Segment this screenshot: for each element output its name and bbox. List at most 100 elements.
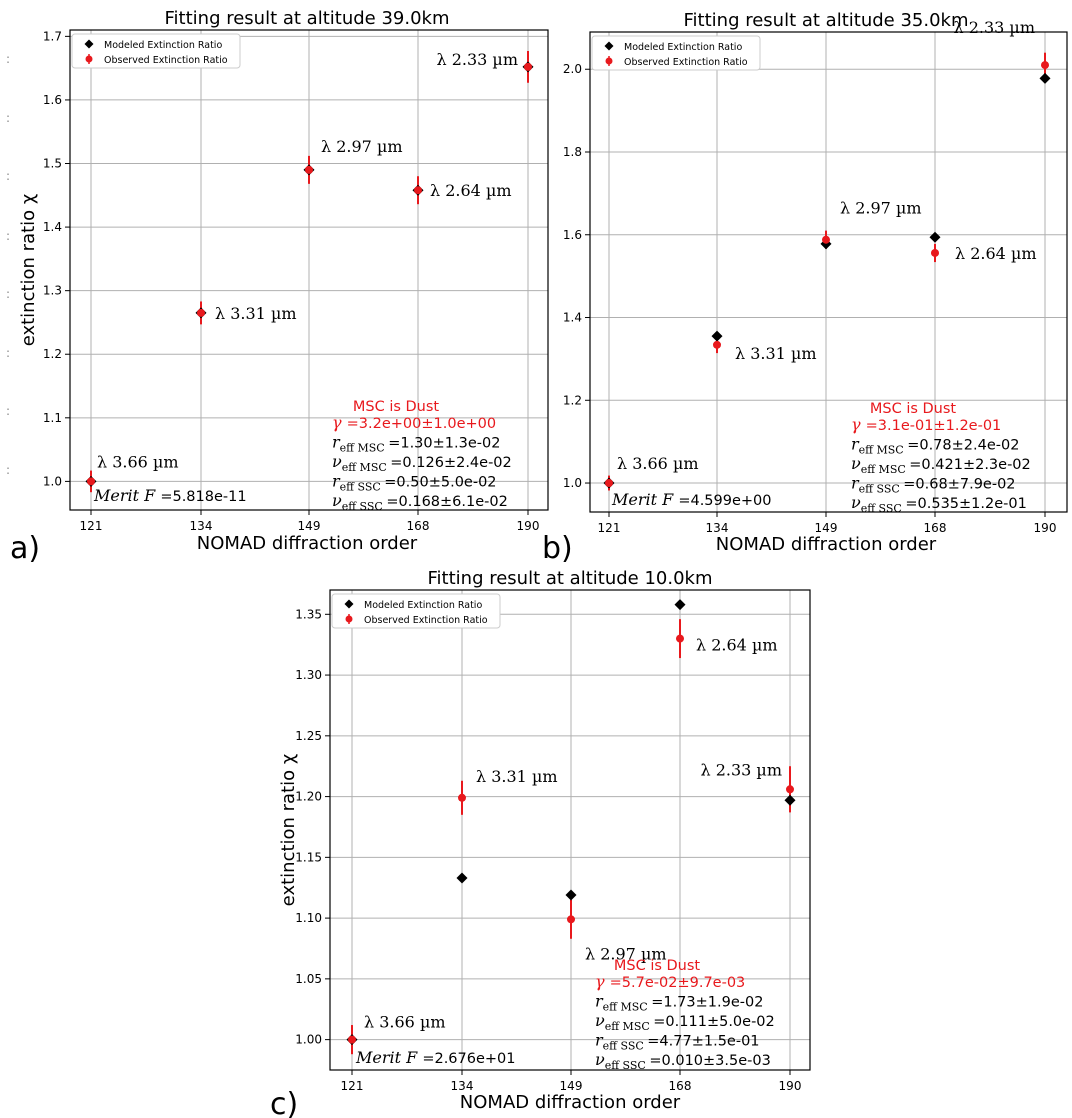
wavelength-label: λ 3.66 µm [364, 1013, 446, 1032]
modeled-point [456, 872, 468, 884]
merit-value: =5.818e-11 [160, 489, 246, 505]
x-tick-label: 134 [190, 519, 213, 533]
param-value: =0.111±5.0e-02 [653, 1014, 774, 1030]
gamma-param: γ =3.2e+00±1.0e+00 [332, 413, 496, 432]
nu-eff-ssc-param: νeff SSC =0.535±1.2e-01 [851, 493, 1027, 515]
chart-panel-1: 121 134 149 168 190 1.0 1.1 1.2 1.3 1.4 1.5 1.6 1.7 F… [10, 8, 549, 566]
y-tick-label: 1.6 [43, 93, 62, 107]
legend-observed-marker [345, 615, 353, 623]
chart-title: Fitting result at altitude 10.0km [428, 568, 713, 589]
param-symbol: r [332, 472, 341, 491]
y-tick-label: 1.30 [295, 668, 322, 682]
gamma-param: γ =3.1e-01±1.2e-01 [851, 415, 1001, 434]
observed-point [305, 165, 313, 174]
chart-panel-3: 121 134 149 168 190 1.00 1.05 1.10 1.15 1.20 1.25 1… [270, 568, 811, 1118]
legend-observed-marker [605, 57, 613, 65]
y-tick-label: 1.2 [43, 347, 62, 361]
panel-label: c) [270, 1087, 298, 1118]
param-subscript: eff MSC [342, 461, 391, 474]
param-value: =0.010±3.5e-03 [649, 1053, 770, 1069]
x-tick-label: 121 [80, 519, 103, 533]
r-eff-ssc-param: reff SSC =0.68±7.9e-02 [851, 474, 1016, 496]
param-subscript: eff SSC [342, 500, 387, 513]
merit-value: =4.599e+00 [678, 493, 771, 509]
legend: Modeled Extinction Ratio Observed Extinct… [71, 33, 241, 69]
margin-dot: : [6, 346, 10, 360]
x-tick-label: 121 [341, 1079, 364, 1093]
y-axis-label: extinction ratio χ [18, 194, 39, 347]
y-tick-label: 1.0 [43, 474, 62, 488]
margin-dot: : [6, 229, 10, 243]
wavelength-label: λ 2.33 µm [436, 50, 518, 69]
param-symbol: r [851, 435, 860, 454]
y-tick-label: 1.4 [563, 311, 582, 325]
param-value: =4.77±1.5e-01 [647, 1034, 759, 1050]
param-value: =0.50±5.0e-02 [384, 475, 496, 491]
legend-box [591, 35, 761, 71]
param-subscript: eff MSC [605, 1020, 654, 1033]
wavelength-label: λ 2.97 µm [321, 137, 403, 156]
observed-point [786, 785, 794, 794]
legend-observed-label: Observed Extinction Ratio [364, 615, 488, 626]
legend-observed-label: Observed Extinction Ratio [104, 55, 228, 66]
wavelength-label: λ 2.64 µm [430, 181, 512, 200]
param-subscript: eff SSC [605, 1059, 650, 1072]
merit-label: Merit F [93, 486, 160, 505]
merit-label: Merit F [355, 1048, 422, 1067]
param-symbol: ν [332, 491, 342, 510]
panel-label: a) [10, 531, 40, 566]
modeled-point [674, 599, 686, 611]
modeled-point [711, 330, 723, 342]
margin-dot: : [6, 52, 10, 66]
legend-modeled-label: Modeled Extinction Ratio [364, 600, 482, 611]
param-value: =1.73±1.9e-02 [651, 995, 763, 1011]
plot-frame [589, 31, 1068, 513]
wavelength-label: λ 3.66 µm [97, 452, 179, 471]
y-tick-label: 1.2 [563, 393, 582, 407]
margin-dot: : [6, 111, 10, 125]
param-symbol: ν [332, 452, 342, 471]
param-subscript: eff MSC [603, 1001, 652, 1014]
msc-heading: MSC is Dust [870, 401, 957, 417]
y-tick-label: 1.1 [43, 411, 62, 425]
merit-annotation: Merit F =2.676e+01 [355, 1048, 516, 1067]
param-symbol: ν [851, 493, 861, 512]
param-symbol: γ [851, 415, 866, 434]
observed-point [713, 340, 721, 349]
param-value: =1.30±1.3e-02 [388, 436, 500, 452]
y-tick-label: 1.10 [295, 911, 322, 925]
param-value: =3.1e-01±1.2e-01 [866, 418, 1002, 434]
param-symbol: r [332, 433, 341, 452]
observed-point [567, 915, 575, 924]
r-eff-msc-param: reff MSC =1.73±1.9e-02 [595, 992, 763, 1014]
wavelength-label: λ 3.31 µm [735, 344, 817, 363]
param-symbol: r [851, 474, 860, 493]
x-tick-label: 190 [1034, 521, 1057, 535]
nu-eff-msc-param: νeff MSC =0.111±5.0e-02 [595, 1011, 775, 1033]
nu-eff-msc-param: νeff MSC =0.126±2.4e-02 [332, 452, 512, 474]
wavelength-label: λ 2.33 µm [700, 760, 782, 779]
y-tick-label: 1.05 [295, 972, 322, 986]
param-symbol: ν [595, 1050, 605, 1069]
nu-eff-ssc-param: νeff SSC =0.010±3.5e-03 [595, 1050, 771, 1072]
modeled-point [565, 889, 577, 901]
y-tick-label: 1.8 [563, 145, 582, 159]
r-eff-ssc-param: reff SSC =0.50±5.0e-02 [332, 472, 497, 494]
y-tick-label: 2.0 [563, 62, 582, 76]
param-symbol: ν [851, 454, 861, 473]
y-tick-label: 1.0 [563, 476, 582, 490]
x-tick-label: 149 [815, 521, 838, 535]
chart-panel-2: 121 134 149 168 190 1.0 1.2 1.4 1.6 1.8 2.0 Fitting… [542, 10, 1068, 566]
x-tick-label: 168 [407, 519, 430, 533]
x-axis-label: NOMAD diffraction order [460, 1092, 681, 1113]
legend-box [71, 33, 241, 69]
observed-point [524, 62, 532, 71]
y-tick-label: 1.6 [563, 228, 582, 242]
x-tick-label: 168 [669, 1079, 692, 1093]
merit-label: Merit F [611, 490, 678, 509]
x-tick-label: 190 [779, 1079, 802, 1093]
msc-heading: MSC is Dust [614, 958, 701, 974]
x-tick-label: 149 [298, 519, 321, 533]
observed-point [87, 477, 95, 486]
